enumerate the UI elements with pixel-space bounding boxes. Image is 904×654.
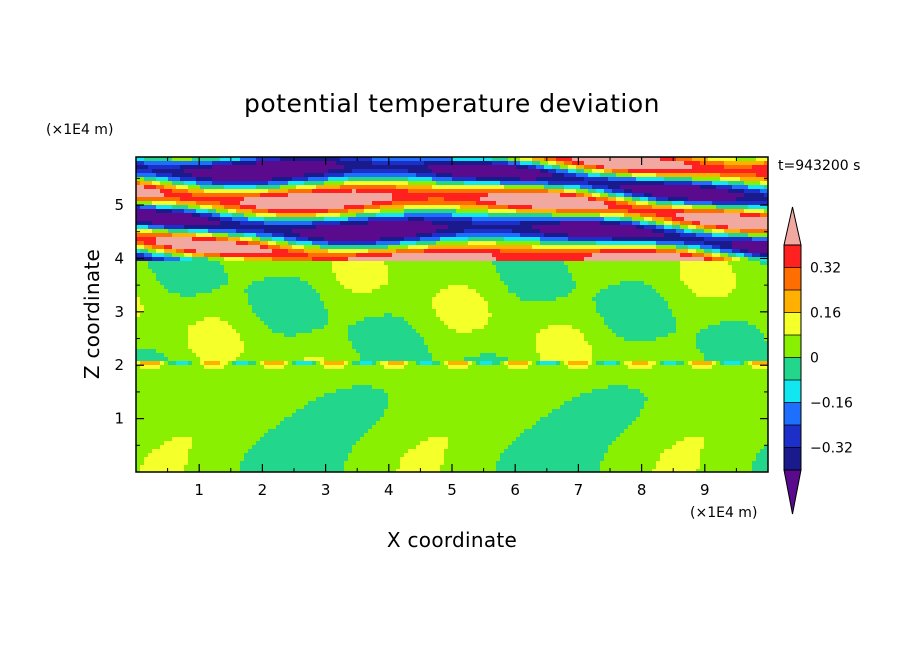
y-tick-label: 2 xyxy=(114,356,124,374)
colorbar-bin xyxy=(784,245,801,268)
colorbar: 0.32 0.16 0 −0.16 −0.32 xyxy=(783,206,853,515)
colorbar-tick-label: 0.16 xyxy=(810,306,841,322)
colorbar-bin xyxy=(784,335,801,358)
colorbar-bin xyxy=(784,267,801,291)
x-axis-label: X coordinate xyxy=(387,528,517,552)
x-tick-label: 3 xyxy=(321,481,331,499)
colorbar-bin xyxy=(784,290,801,313)
colorbar-bin xyxy=(784,402,801,426)
x-tick-label: 5 xyxy=(447,481,457,499)
time-label: t=943200 s xyxy=(778,158,860,174)
y-unit-label: (×1E4 m) xyxy=(46,122,113,138)
x-tick-label: 1 xyxy=(194,481,204,499)
colorbar-tick-label: 0.32 xyxy=(810,261,841,277)
colorbar-tick-label: −0.16 xyxy=(810,396,853,412)
y-axis: 1 2 3 4 5 xyxy=(114,177,768,446)
colorbar-extend-high xyxy=(783,206,802,246)
x-tick-label: 2 xyxy=(258,481,268,499)
y-axis-label: Z coordinate xyxy=(80,249,104,379)
x-tick-label: 7 xyxy=(574,481,584,499)
colorbar-bin xyxy=(784,312,801,336)
x-tick-label: 4 xyxy=(384,481,394,499)
y-tick-label: 5 xyxy=(114,196,124,214)
x-axis: 1 2 3 4 5 6 7 8 9 xyxy=(167,157,737,499)
x-unit-label: (×1E4 m) xyxy=(690,505,757,521)
colorbar-bin xyxy=(784,357,801,381)
y-tick-label: 1 xyxy=(114,410,124,428)
colorbar-tick-label: −0.32 xyxy=(810,441,853,457)
colorbar-bin xyxy=(784,425,801,448)
colorbar-bin xyxy=(784,380,801,403)
y-tick-label: 3 xyxy=(114,303,124,321)
x-tick-label: 9 xyxy=(700,481,710,499)
colorbar-bin xyxy=(784,447,801,471)
chart-title: potential temperature deviation xyxy=(244,89,660,118)
y-tick-label: 4 xyxy=(114,249,124,267)
colorbar-tick-label: 0 xyxy=(810,351,819,367)
x-tick-label: 8 xyxy=(637,481,647,499)
x-tick-label: 6 xyxy=(510,481,520,499)
colorbar-extend-low xyxy=(783,469,802,515)
contour-field xyxy=(136,157,768,472)
